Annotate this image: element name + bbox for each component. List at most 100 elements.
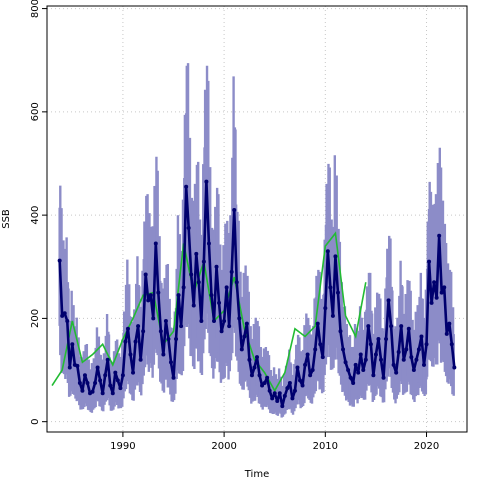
estimate-point <box>411 368 416 373</box>
estimate-point <box>196 280 201 285</box>
estimate-point <box>275 399 280 404</box>
estimate-point <box>146 298 151 303</box>
estimate-point <box>300 383 305 388</box>
estimate-point <box>103 373 108 378</box>
estimate-point <box>404 347 409 352</box>
estimate-point <box>217 300 222 305</box>
estimate-point <box>189 272 194 277</box>
estimate-point <box>176 293 181 298</box>
x-tick-label: 2020 <box>414 441 439 452</box>
x-tick-label: 2000 <box>211 441 236 452</box>
estimate-point <box>171 375 176 380</box>
estimate-point <box>318 342 323 347</box>
estimate-point <box>174 337 179 342</box>
estimate-point <box>75 363 80 368</box>
estimate-point <box>110 391 115 396</box>
y-tick-label: 400 <box>30 206 41 225</box>
estimate-point <box>409 355 414 360</box>
estimate-point <box>234 280 239 285</box>
estimate-point <box>179 324 184 329</box>
estimate-point <box>148 293 153 298</box>
observed-series <box>51 231 367 393</box>
estimate-point <box>77 380 82 385</box>
estimate-point <box>351 380 356 385</box>
estimate-point <box>429 300 434 305</box>
estimate-point <box>209 293 214 298</box>
estimate-point <box>108 383 113 388</box>
estimate-point <box>305 352 310 357</box>
estimate-point <box>323 306 328 311</box>
estimate-point <box>308 373 313 378</box>
estimate-point <box>131 370 136 375</box>
estimate-point <box>277 391 282 396</box>
estimate-point <box>389 324 394 329</box>
estimate-point <box>123 339 128 344</box>
estimate-point <box>378 357 383 362</box>
estimate-point <box>136 324 141 329</box>
estimate-point <box>399 324 404 329</box>
estimate-series <box>57 179 457 409</box>
estimate-point <box>244 321 249 326</box>
estimate-point <box>128 352 133 357</box>
estimate-point <box>333 254 338 259</box>
estimate-point <box>62 311 67 316</box>
estimate-point <box>239 347 244 352</box>
estimate-point <box>325 249 330 254</box>
estimate-point <box>421 362 426 367</box>
estimate-point <box>298 378 303 383</box>
estimate-point <box>442 285 447 290</box>
estimate-point <box>153 241 158 246</box>
estimate-point <box>98 378 103 383</box>
estimate-point <box>201 259 206 264</box>
grid <box>47 6 467 432</box>
estimate-point <box>391 362 396 367</box>
estimate-point <box>204 179 209 184</box>
estimate-point <box>262 380 267 385</box>
estimate-point <box>118 386 123 391</box>
estimate-point <box>290 396 295 401</box>
estimate-point <box>401 357 406 362</box>
estimate-point <box>82 373 87 378</box>
estimate-point <box>93 380 98 385</box>
estimate-point <box>432 280 437 285</box>
x-tick-label: 1990 <box>110 441 135 452</box>
estimate-point <box>143 272 148 277</box>
estimate-point <box>255 355 259 360</box>
estimate-point <box>444 331 449 336</box>
estimate-point <box>396 349 401 354</box>
estimate-point <box>386 298 391 303</box>
observed-line <box>51 231 367 393</box>
estimate-point <box>366 324 371 329</box>
estimate-point <box>363 357 368 362</box>
estimate-point <box>434 295 439 300</box>
estimate-point <box>168 360 173 365</box>
y-tick-label: 800 <box>30 0 41 18</box>
plot-frame <box>46 5 468 433</box>
estimate-point <box>141 329 146 334</box>
estimate-point <box>67 365 72 370</box>
estimate-point <box>427 259 432 264</box>
estimate-point <box>156 290 161 295</box>
estimate-point <box>219 329 224 334</box>
estimate-point <box>161 352 166 357</box>
estimate-point <box>353 362 358 367</box>
estimate-point <box>449 342 454 347</box>
estimate-point <box>227 324 232 329</box>
estimate-point <box>328 285 333 290</box>
estimate-point <box>100 391 105 396</box>
y-axis-title: SSB <box>1 209 12 229</box>
estimate-point <box>214 264 219 269</box>
estimate-point <box>406 326 411 331</box>
estimate-point <box>90 389 95 394</box>
estimate-point <box>229 269 234 274</box>
estimate-point <box>80 388 85 393</box>
estimate-point <box>242 334 247 339</box>
estimate-point <box>343 360 348 365</box>
estimate-point <box>452 365 457 370</box>
estimate-point <box>358 352 363 357</box>
estimate-point <box>416 347 421 352</box>
estimate-point <box>310 368 315 373</box>
estimate-point <box>384 337 389 342</box>
estimate-point <box>361 368 366 373</box>
